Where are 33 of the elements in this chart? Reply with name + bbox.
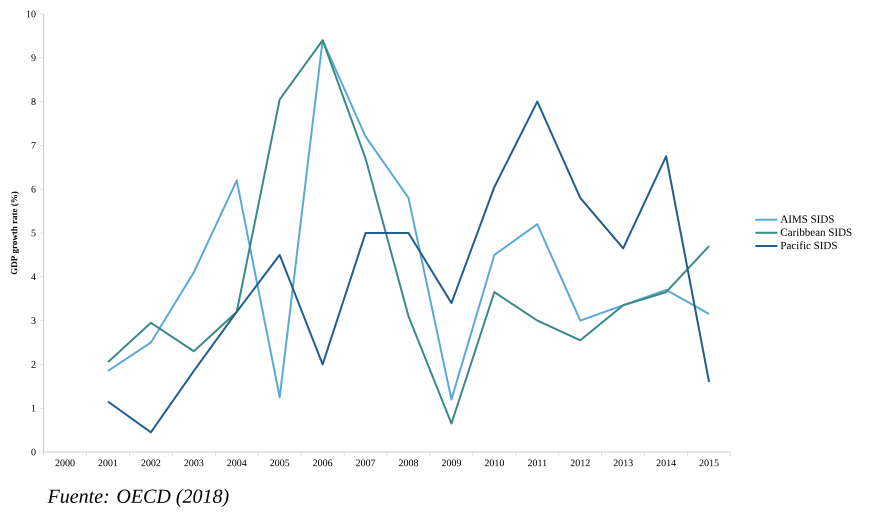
x-tick-label: 2014: [656, 460, 676, 466]
y-tick-label: 1: [32, 404, 36, 412]
x-tick-label: 2013: [614, 460, 633, 466]
y-tick-label: 0: [31, 448, 36, 456]
x-tick-label: 2004: [227, 460, 247, 466]
x-tick-label: 2009: [442, 460, 462, 466]
x-tick-label: 2002: [141, 460, 160, 466]
y-tick-label: 2: [31, 361, 36, 368]
x-tick-label: 2015: [700, 460, 719, 466]
x-tick-label: 2007: [356, 460, 376, 466]
legend-label: Caribbean SIDS: [780, 228, 852, 236]
x-tick-label: 2000: [55, 460, 75, 466]
y-tick-label: 6: [31, 186, 36, 193]
y-tick-label: 10: [26, 10, 36, 18]
y-tick-label: 7: [32, 142, 36, 149]
y-axis-title: GDP growth rate (%): [10, 192, 20, 274]
y-tick-label: 4: [31, 273, 36, 280]
x-tick-label: 2011: [528, 460, 547, 466]
y-tick-label: 5: [32, 230, 36, 236]
x-tick-label: 2006: [313, 460, 332, 466]
x-tick-label: 2010: [484, 460, 504, 466]
legend-label: AIMS SIDS: [780, 215, 834, 223]
y-tick-label: 8: [31, 98, 36, 105]
x-tick-label: 2012: [570, 460, 590, 466]
line-series: [106, 100, 710, 434]
x-tick-label: 2008: [398, 460, 418, 466]
y-tick-label: 3: [31, 317, 36, 324]
x-tick-label: 2003: [184, 460, 204, 466]
x-tick-label: 2001: [98, 460, 118, 466]
y-tick-label: 9: [31, 54, 36, 62]
legend-label: Pacific SIDS: [780, 241, 837, 250]
x-tick-label: 2005: [270, 460, 290, 466]
text: Fuente: OECD (2018): [47, 488, 229, 508]
